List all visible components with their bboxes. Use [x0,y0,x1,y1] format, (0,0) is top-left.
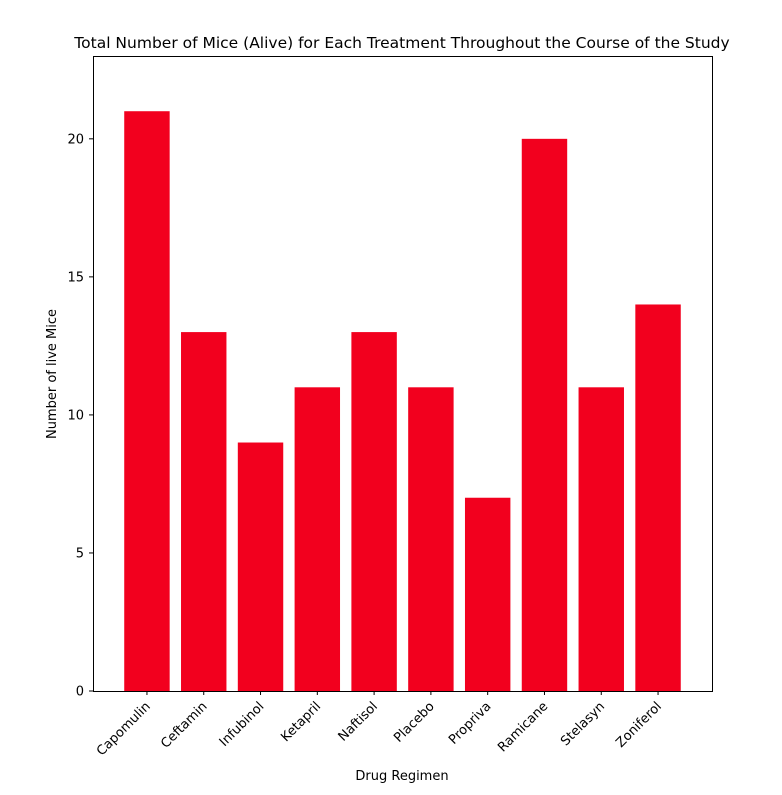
y-tick-label: 0 [76,685,84,700]
plot-frame [93,56,713,692]
x-axis-label: Drug Regimen [355,769,448,784]
bar-ketapril [294,387,341,691]
bar-infubinol [237,442,284,691]
x-tick-label-placebo: Placebo [391,699,438,746]
y-tick-label: 20 [67,132,84,147]
y-axis: 0 5 10 15 20 [67,132,93,700]
bar-ceftamin [181,332,227,691]
bar-ramicane [521,138,568,691]
y-axis-label: Number of live Mice [45,309,60,439]
x-tick-label-capomulin: Capomulin [94,699,154,759]
bars-group [124,111,681,692]
y-tick-label: 15 [67,270,84,285]
x-tick-label-zoniferol: Zoniferol [613,699,665,751]
bar-stelasyn [578,387,624,691]
bar-propriva [464,497,511,691]
x-tick-label-stelasyn: Stelasyn [558,699,608,749]
x-tick-label-ramicane: Ramicane [495,699,551,755]
x-tick-label-naftisol: Naftisol [336,699,381,744]
x-tick-label-propriva: Propriva [446,699,494,747]
x-tick-label-ceftamin: Ceftamin [158,699,210,751]
y-tick-label: 5 [76,546,84,561]
chart-title: Total Number of Mice (Alive) for Each Tr… [73,34,729,52]
bar-zoniferol [635,304,681,691]
bar-placebo [408,387,454,691]
x-tick-label-ketapril: Ketapril [278,699,324,745]
bar-capomulin [124,111,170,692]
x-axis: Capomulin Ceftamin Infubinol Ketapril Naftis… [94,691,665,759]
y-tick-label: 10 [67,408,84,423]
x-tick-label-infubinol: Infubinol [217,699,268,750]
bar-naftisol [351,332,397,691]
